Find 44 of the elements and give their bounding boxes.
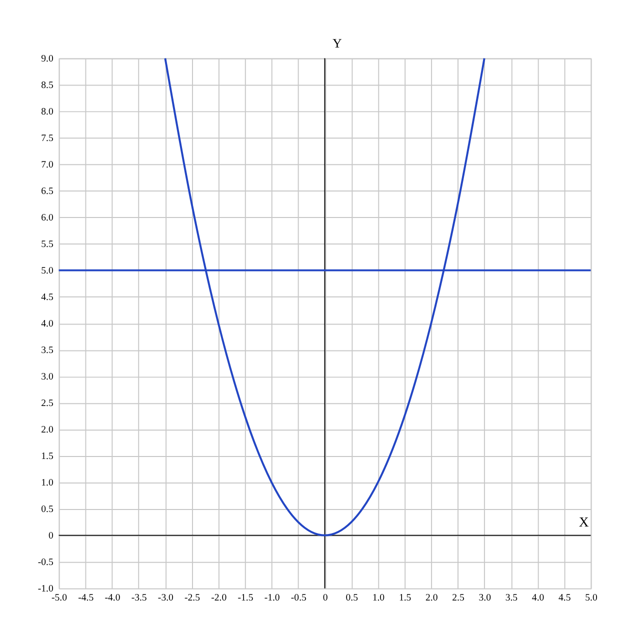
y-tick-label: 7.5 [41,133,54,144]
x-tick-label: -3.5 [131,592,147,604]
y-tick-label: 4.5 [41,292,54,304]
y-tick-label: 7.0 [41,160,54,171]
y-tick-label: -0.5 [38,557,54,568]
x-tick-label: -1.5 [238,592,254,604]
x-tick-label: 0.5 [346,592,358,604]
x-tick-label: 2.5 [452,592,464,604]
y-tick-label: 8.5 [41,80,54,92]
y-tick-label: 8.0 [41,106,54,118]
y-tick-label: 0 [48,530,54,542]
y-tick-label: 4.0 [41,318,54,330]
x-tick-label: -5.0 [52,592,68,604]
x-tick-label: 3.0 [478,592,492,604]
x-tick-label: 4.5 [558,592,571,604]
x-tick-label: 0 [322,592,328,604]
x-tick-label: -2.0 [211,592,227,604]
x-tick-label: 1.5 [398,592,412,604]
y-tick-label: 1.5 [41,451,54,462]
y-tick-label: -1.0 [38,584,54,595]
y-tick-label: 0.5 [41,504,54,516]
y-tick-label: 6.0 [41,212,54,224]
x-axis-title: X [578,514,589,530]
x-tick-label: 1.0 [372,592,385,604]
y-tick-label: 5.5 [41,239,54,250]
x-tick-label: 5.0 [585,592,598,604]
x-tick-label: 2.0 [426,592,438,604]
y-tick-label: 2.0 [41,424,54,436]
y-tick-label: 3.0 [41,372,54,383]
x-tick-label: -4.0 [104,592,120,604]
x-tick-label: -3.0 [158,592,174,604]
y-tick-label: 3.5 [41,345,54,356]
y-tick-label: 1.0 [41,478,54,489]
x-tick-label: -0.5 [290,592,307,604]
x-tick-label: 3.5 [505,592,518,604]
x-tick-label: 4.0 [532,592,544,604]
y-tick-label: 6.5 [41,186,54,198]
y-tick-label: 2.5 [41,398,54,410]
y-axis-title: Y [332,36,342,51]
x-tick-label: -4.5 [78,592,94,604]
y-tick-label: 5.0 [41,266,54,277]
x-tick-label: -1.0 [264,592,280,604]
y-tick-label: 9.0 [41,54,54,65]
x-tick-label: -2.5 [184,592,200,604]
